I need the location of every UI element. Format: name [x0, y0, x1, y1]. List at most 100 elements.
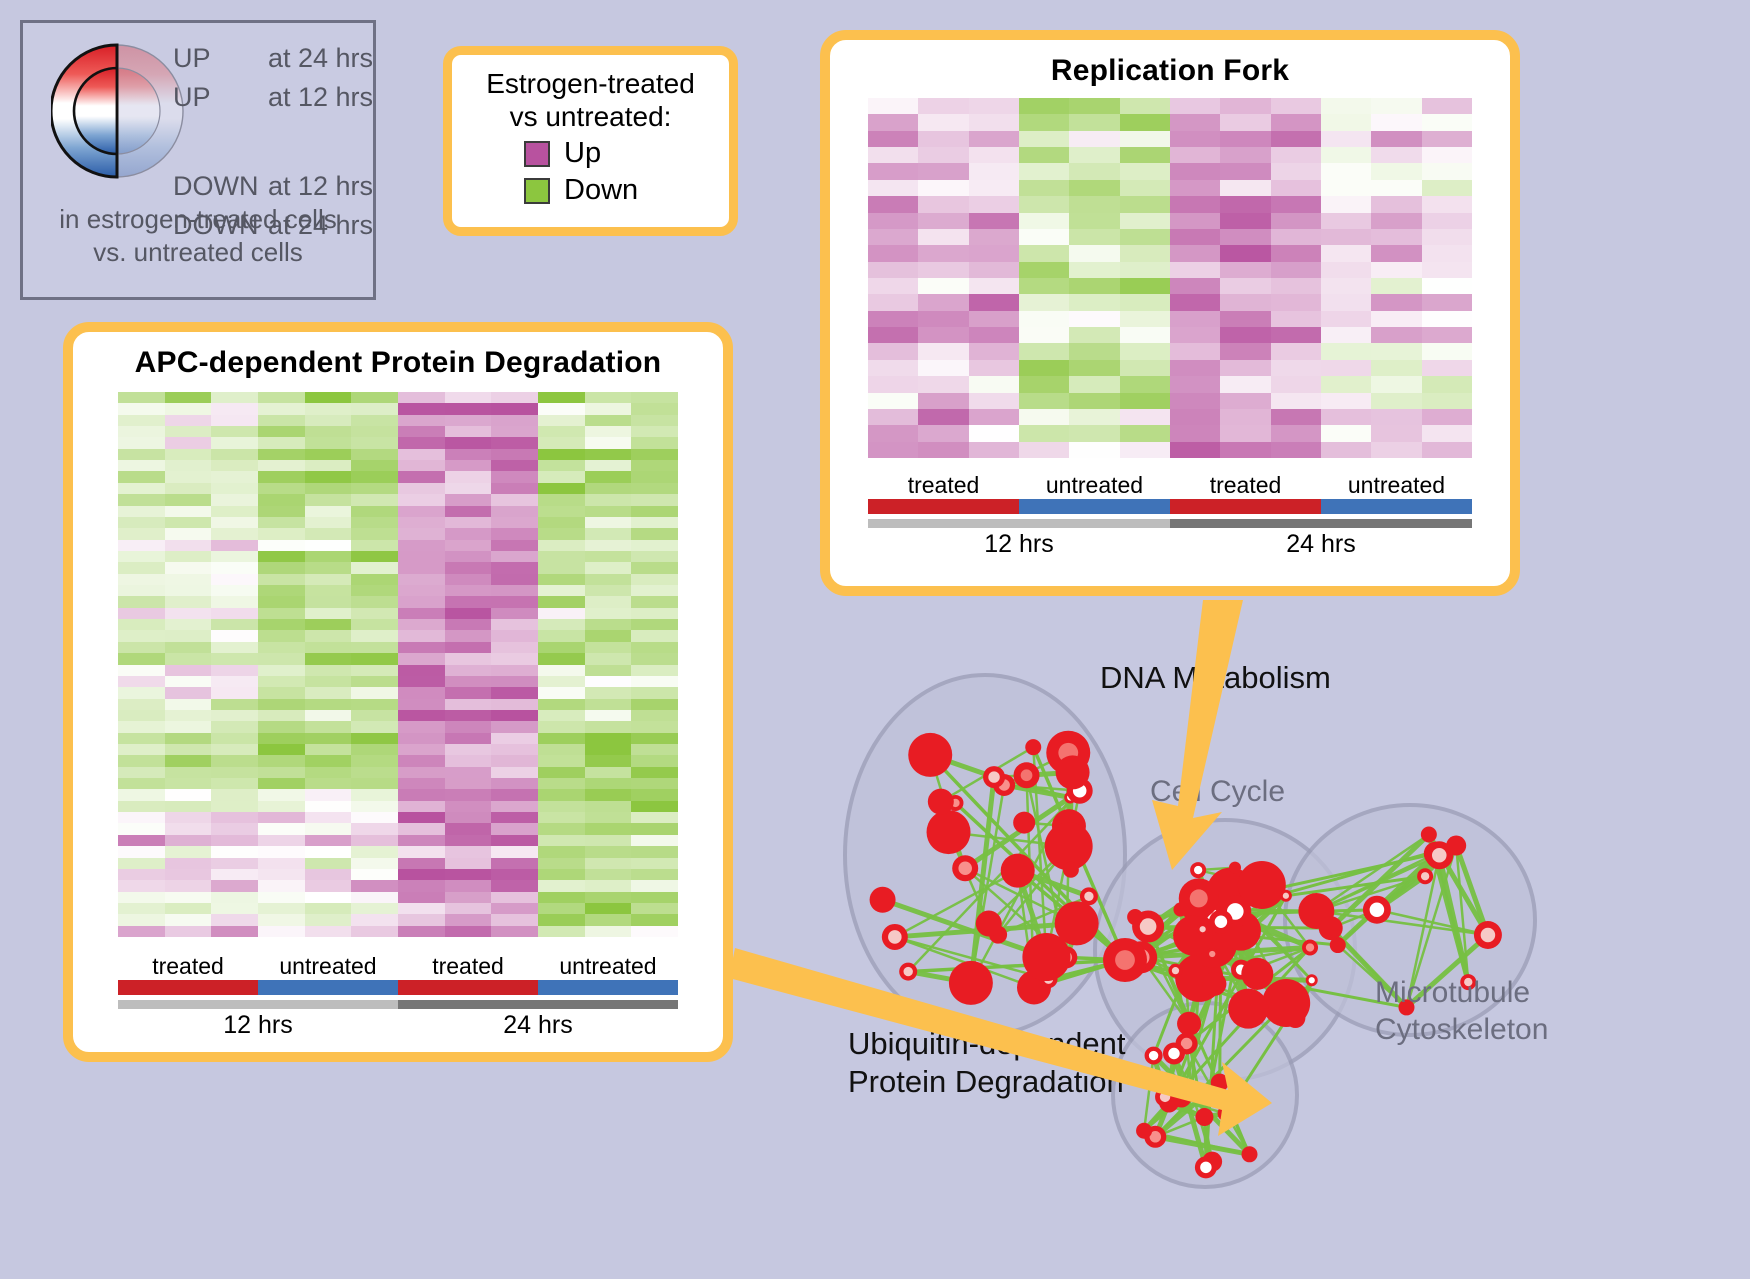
heatmap-cell — [584, 857, 632, 869]
network-node — [975, 910, 1002, 937]
heatmap-cell — [351, 494, 398, 506]
heatmap-cell — [584, 460, 632, 472]
heatmap-cell — [304, 812, 352, 824]
heatmap-cell — [584, 868, 632, 881]
heatmap-cell — [258, 392, 305, 404]
heatmap-cell — [918, 196, 969, 213]
heatmap-cell — [1119, 294, 1170, 311]
heatmap-cell — [1018, 327, 1070, 344]
heatmap-cell — [538, 641, 585, 654]
panel-title: APC-dependent Protein Degradation — [134, 346, 662, 379]
legend-item-down: Down — [524, 174, 729, 207]
heatmap-cell — [304, 664, 352, 676]
heatmap-cell — [258, 880, 305, 892]
heatmap-cell — [1320, 179, 1372, 197]
heatmap-cell — [1220, 392, 1271, 409]
network-node-core — [888, 930, 902, 944]
heatmap-cell — [304, 653, 352, 665]
heatmap-cell — [631, 914, 678, 926]
heatmap-cell — [538, 755, 585, 767]
heatmap-cell — [631, 812, 678, 824]
heatmap-cell — [538, 505, 585, 517]
heatmap-cell — [351, 460, 398, 472]
heatmap-cell — [584, 505, 632, 517]
heatmap-cell — [118, 800, 165, 813]
heatmap-cell — [304, 857, 352, 869]
heatmap-cell — [1169, 327, 1221, 344]
heatmap-cell — [868, 163, 919, 180]
heatmap-cell — [398, 585, 445, 597]
heatmap-cell — [118, 460, 165, 472]
heatmap-cell — [631, 675, 678, 688]
heatmap-cell — [1320, 327, 1372, 344]
heatmap-cell — [631, 800, 678, 813]
heatmap-cell — [398, 778, 445, 790]
heatmap-cell — [1169, 130, 1221, 148]
heatmap-cell — [631, 823, 678, 835]
heatmap-cell — [118, 755, 165, 767]
heatmap-cell — [584, 619, 632, 631]
heatmap-cell — [211, 823, 258, 835]
heatmap-cell — [304, 755, 352, 767]
heatmap-cell — [1169, 277, 1221, 295]
network-node-core — [1115, 950, 1135, 970]
heatmap-cell — [1069, 376, 1120, 393]
heatmap-cell — [258, 698, 305, 710]
heatmap-cell — [351, 800, 398, 813]
heatmap-cell — [258, 528, 305, 540]
heatmap-cell — [631, 857, 678, 869]
heatmap-cell — [398, 925, 445, 937]
heatmap-cell — [868, 228, 919, 246]
heatmap-cell — [211, 562, 258, 574]
heatmap-cell — [1270, 392, 1321, 409]
heatmap-cell — [1320, 147, 1372, 164]
network-edge — [1315, 833, 1430, 913]
heatmap-cell — [258, 539, 305, 551]
heatmap-cell — [631, 778, 678, 790]
heatmap-cell — [968, 392, 1019, 409]
heatmap-cell — [491, 732, 538, 744]
heatmap-cell — [491, 437, 538, 449]
heatmap-cell — [968, 408, 1019, 426]
heatmap-cell — [398, 914, 445, 926]
network-node — [1127, 909, 1144, 926]
heatmap-cell — [584, 743, 632, 756]
heatmap-cell — [118, 732, 165, 744]
heatmap-cell — [164, 789, 212, 801]
heatmap-cell — [211, 426, 258, 438]
heatmap-cell — [1270, 196, 1321, 213]
heatmap-cell — [631, 902, 678, 915]
heatmap-cell — [258, 585, 305, 597]
legend-bar-segment — [398, 1000, 678, 1009]
heatmap-cell — [1119, 98, 1170, 115]
heatmap-cell — [1220, 408, 1271, 426]
heatmap-cell — [918, 327, 969, 344]
heatmap-cell — [164, 596, 212, 608]
heatmap-cell — [398, 766, 445, 779]
heatmap-cell — [631, 607, 678, 620]
heatmap-cell — [211, 925, 258, 937]
heatmap-cell — [631, 585, 678, 597]
heatmap-cell — [968, 179, 1019, 197]
network-node-core — [1431, 848, 1447, 863]
heatmap-cell — [351, 403, 398, 415]
heatmap-cell — [1421, 425, 1472, 442]
heatmap-cell — [631, 403, 678, 415]
heatmap-cell — [1220, 245, 1271, 262]
heatmap-cell — [1220, 179, 1271, 197]
heatmap-cell — [584, 573, 632, 586]
heatmap-cell — [398, 675, 445, 688]
heatmap-cell — [1069, 261, 1120, 278]
heatmap-cell — [211, 539, 258, 551]
heatmap-cell — [491, 505, 538, 517]
heatmap-cell — [1421, 376, 1472, 393]
heatmap-cell — [351, 437, 398, 449]
heatmap-cell — [538, 550, 585, 563]
heatmap-cell — [1270, 114, 1321, 131]
heatmap-cell — [1270, 343, 1321, 360]
condition-labels-rep: treated untreated treated untreated — [868, 472, 1472, 499]
heatmap-cell — [211, 437, 258, 449]
heatmap-cell — [118, 868, 165, 881]
heatmap-cell — [351, 619, 398, 631]
heatmap-cell — [1069, 147, 1120, 164]
